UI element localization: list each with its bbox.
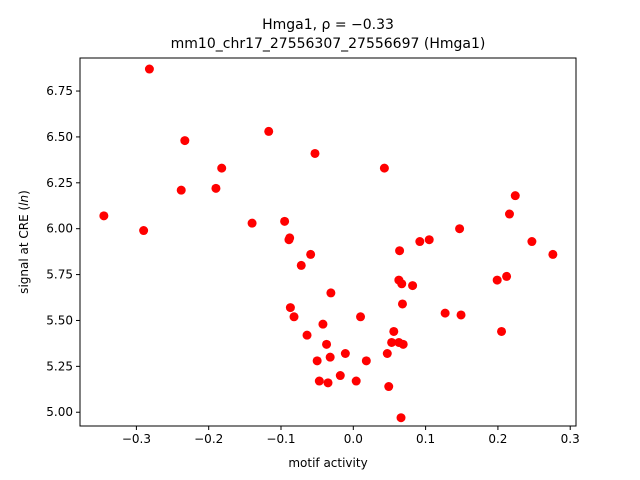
y-axis-label-italic: ln — [17, 195, 31, 206]
y-tick-label: 6.50 — [46, 130, 73, 144]
data-point — [384, 382, 394, 392]
data-point — [361, 356, 371, 366]
x-tick-label: 0.2 — [488, 432, 507, 446]
data-point — [408, 281, 418, 291]
data-point — [397, 279, 407, 289]
plot-area — [79, 57, 577, 427]
data-point — [389, 326, 399, 336]
data-point — [396, 413, 406, 423]
data-point — [340, 349, 350, 359]
data-points — [99, 64, 558, 423]
plot-frame — [79, 57, 577, 427]
x-tick-label: −0.3 — [122, 432, 151, 446]
y-tick-label: 5.50 — [46, 313, 73, 327]
y-tick-label: 5.75 — [46, 268, 73, 282]
data-point — [326, 288, 336, 298]
data-point — [264, 126, 274, 136]
y-axis-label-end: ) — [17, 190, 31, 195]
chart-subtitle: mm10_chr17_27556307_27556697 (Hmga1) — [171, 36, 486, 52]
data-point — [312, 356, 322, 366]
data-point — [306, 249, 316, 259]
y-tick-label: 5.25 — [46, 359, 73, 373]
data-point — [382, 349, 392, 359]
data-point — [296, 260, 306, 270]
x-tick-label: −0.1 — [266, 432, 295, 446]
data-point — [395, 246, 405, 256]
y-tick-label: 6.75 — [46, 84, 73, 98]
data-point — [548, 249, 558, 259]
y-axis-label-main: signal at CRE ( — [17, 206, 31, 294]
x-axis-ticks: −0.3 −0.2 −0.1 0.0 0.1 0.2 0.3 — [122, 426, 580, 446]
data-point — [335, 371, 345, 381]
data-point — [323, 378, 333, 388]
data-point — [424, 235, 434, 245]
data-point — [351, 376, 361, 386]
y-tick-label: 6.00 — [46, 222, 73, 236]
data-point — [211, 183, 221, 193]
y-axis-ticks: 5.00 5.25 5.50 5.75 6.00 6.25 6.50 6.75 — [46, 84, 80, 419]
data-point — [415, 237, 425, 247]
data-point — [398, 339, 408, 349]
data-point — [322, 339, 332, 349]
data-point — [176, 185, 186, 195]
data-point — [144, 64, 154, 74]
data-point — [527, 237, 537, 247]
data-point — [289, 312, 299, 322]
data-point — [99, 211, 109, 221]
data-point — [492, 275, 502, 285]
data-point — [387, 337, 397, 347]
data-point — [314, 376, 324, 386]
data-point — [310, 148, 320, 158]
x-axis-label: motif activity — [288, 456, 367, 470]
data-point — [302, 330, 312, 340]
data-point — [217, 163, 227, 173]
data-point — [280, 216, 290, 226]
data-point — [504, 209, 514, 219]
data-point — [510, 191, 520, 201]
data-point — [318, 319, 328, 329]
data-point — [285, 303, 295, 313]
y-tick-label: 6.25 — [46, 176, 73, 190]
data-point — [180, 136, 190, 146]
data-point — [440, 308, 450, 318]
data-point — [456, 310, 466, 320]
chart-title: Hmga1, ρ = −0.33 — [262, 17, 394, 33]
data-point — [247, 218, 257, 228]
data-point — [356, 312, 366, 322]
data-point — [139, 226, 149, 236]
data-point — [379, 163, 389, 173]
data-point — [285, 233, 295, 243]
data-point — [502, 271, 512, 281]
x-tick-label: 0.3 — [561, 432, 580, 446]
y-tick-label: 5.00 — [46, 405, 73, 419]
data-point — [455, 224, 465, 234]
data-point — [325, 352, 335, 362]
y-axis-label: signal at CRE (ln) — [17, 190, 31, 294]
data-point — [497, 326, 507, 336]
x-tick-label: 0.0 — [344, 432, 363, 446]
x-tick-label: −0.2 — [194, 432, 223, 446]
x-tick-label: 0.1 — [416, 432, 435, 446]
data-point — [397, 299, 407, 309]
